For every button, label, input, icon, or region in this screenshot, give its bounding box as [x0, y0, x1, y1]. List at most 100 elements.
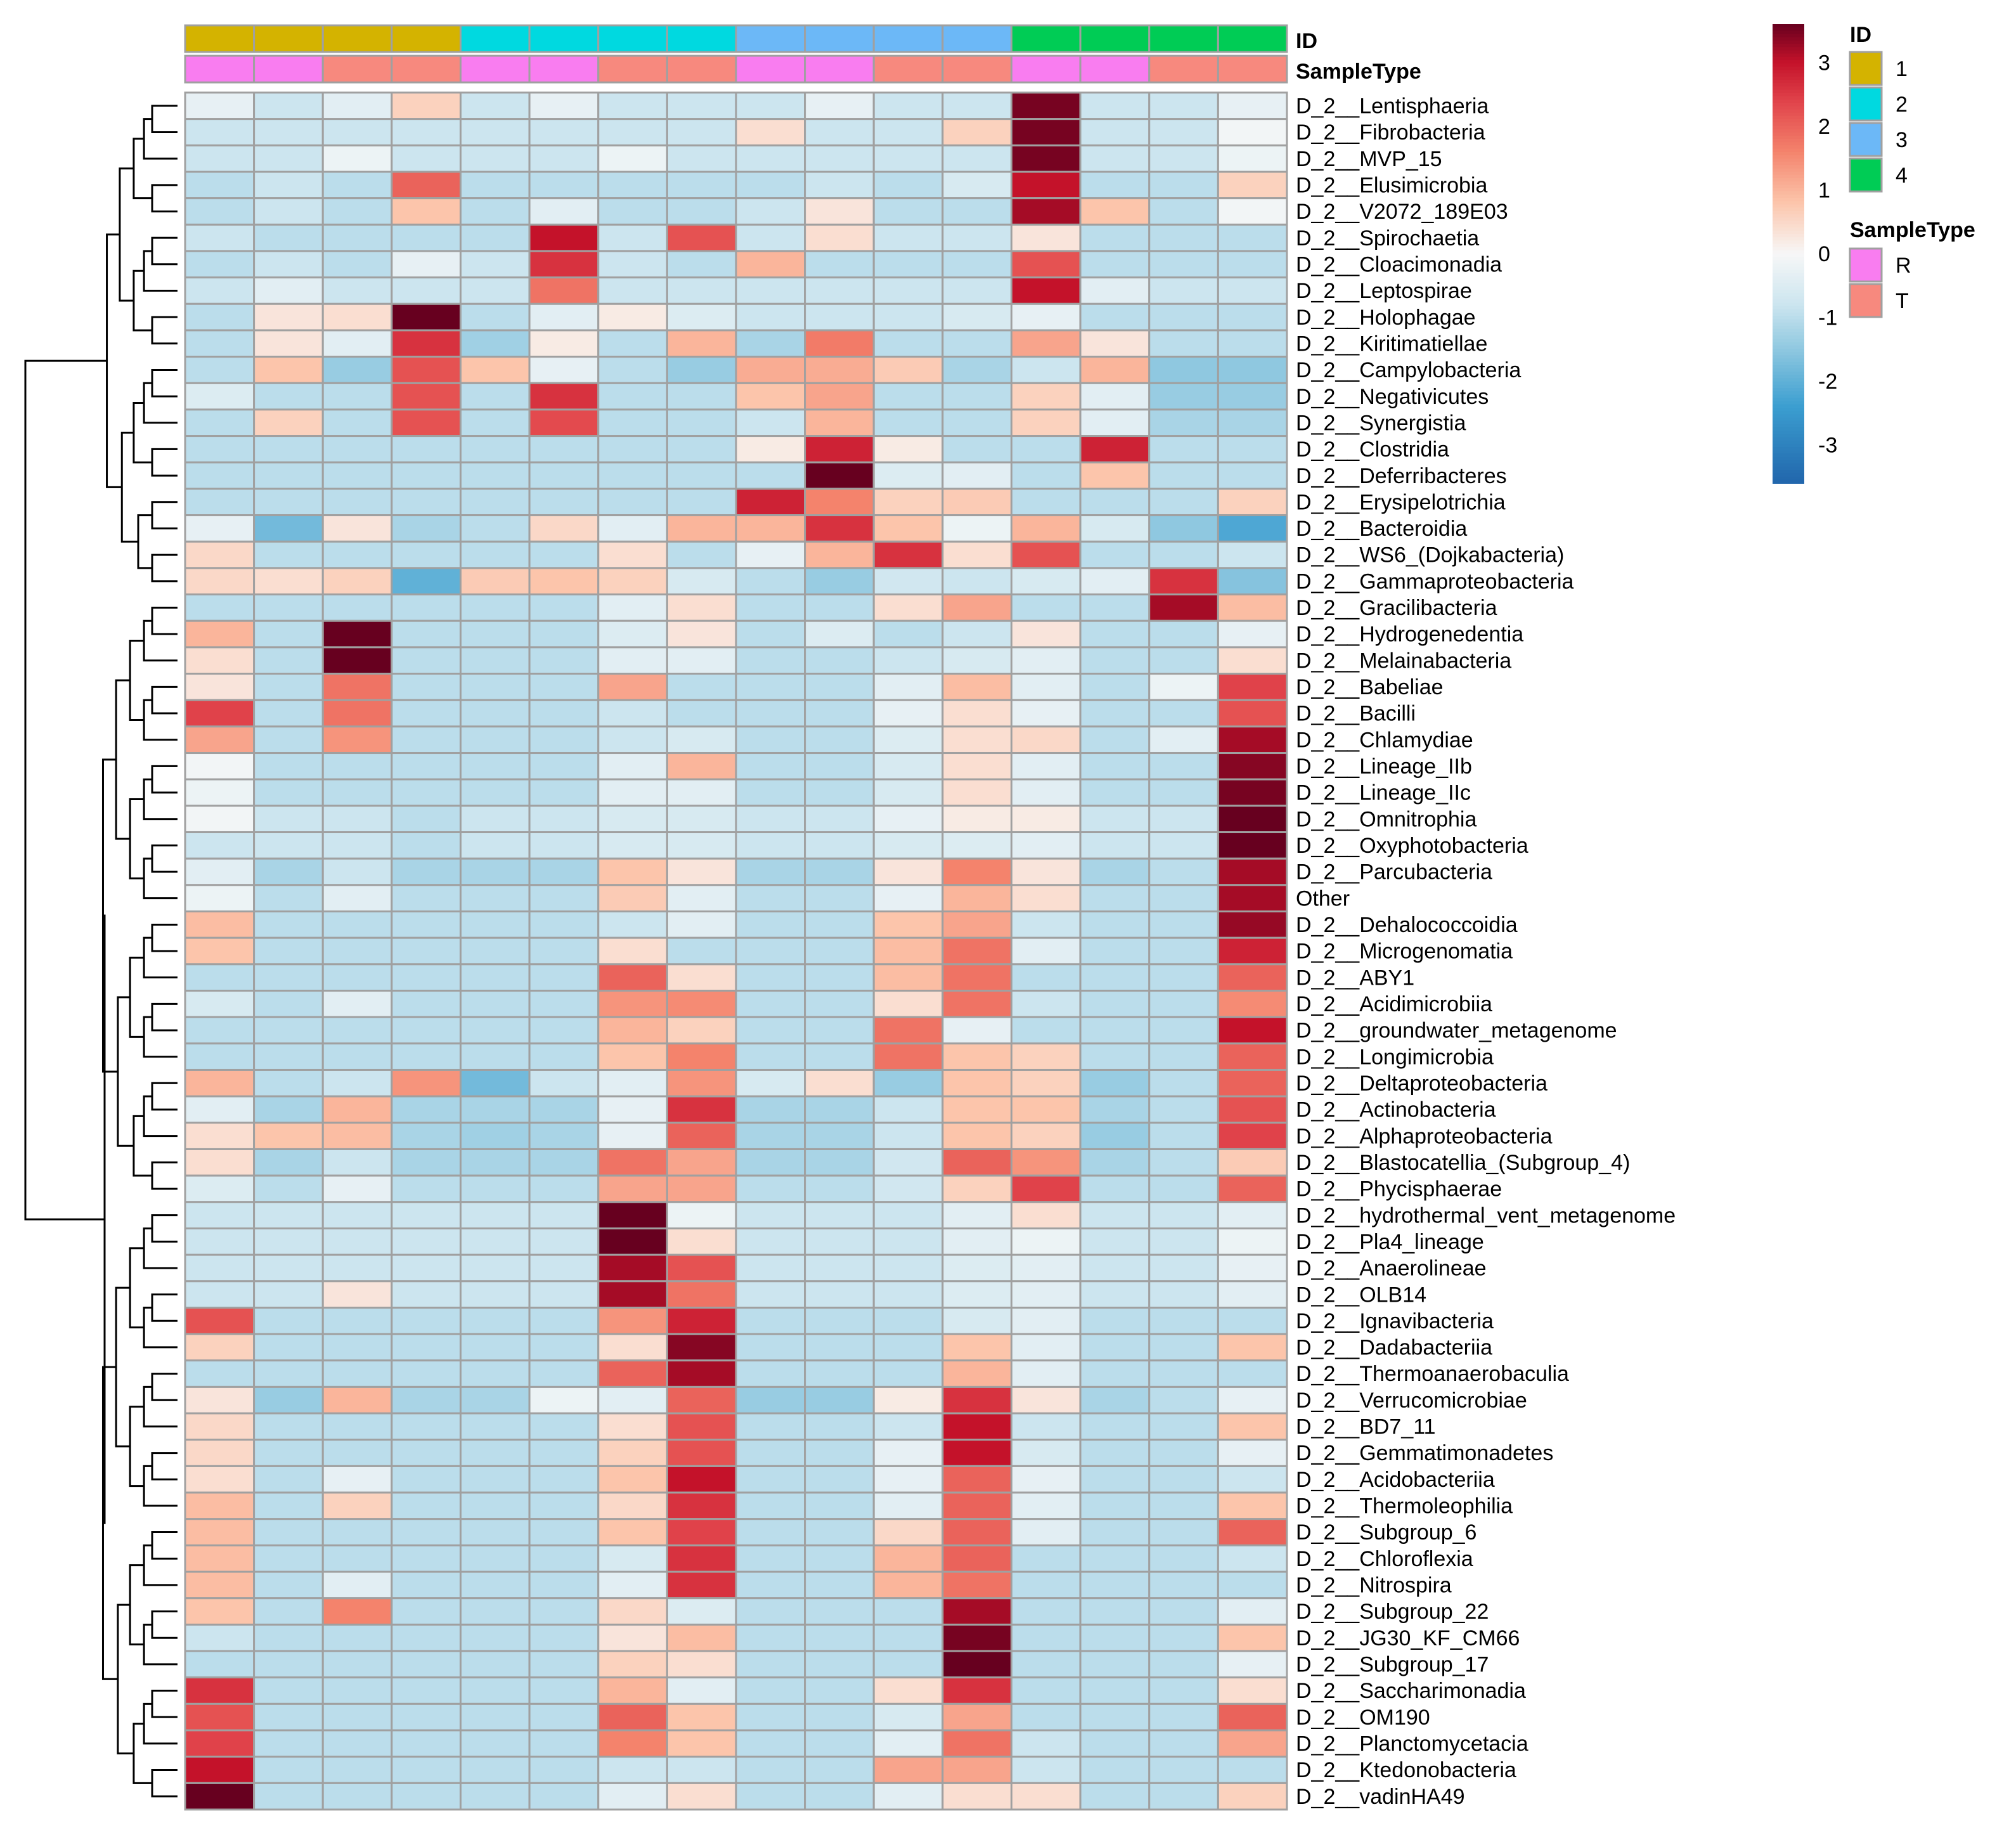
heatmap-cell: [735, 488, 806, 517]
heatmap-cell: [253, 223, 324, 252]
heatmap-cell: [735, 1518, 806, 1546]
heatmap-cell: [460, 1729, 531, 1758]
heatmap-cell: [1011, 1702, 1082, 1732]
colorbar-segment: [1773, 129, 1804, 133]
sampletype-track-cell: [666, 55, 737, 84]
heatmap-cell: [1079, 1068, 1151, 1098]
legend-label-sampletype: T: [1896, 289, 1909, 313]
heatmap-cell: [872, 91, 944, 120]
heatmap-cell: [735, 1491, 806, 1520]
heatmap-cell: [666, 831, 737, 860]
heatmap-cell: [597, 805, 668, 834]
heatmap-cell: [1148, 831, 1219, 860]
heatmap-cell: [941, 963, 1012, 992]
heatmap-cell: [321, 461, 393, 490]
colorbar-segment: [1773, 424, 1804, 429]
heatmap-cell: [1217, 276, 1288, 305]
heatmap-cell: [941, 461, 1012, 490]
colorbar-segment: [1773, 73, 1804, 77]
colorbar-segment: [1773, 132, 1804, 136]
heatmap-cell: [184, 805, 255, 834]
heatmap-cell: [941, 91, 1012, 120]
heatmap-cell: [460, 540, 531, 569]
heatmap-cell: [184, 1491, 255, 1520]
heatmap-cell: [872, 488, 944, 517]
heatmap-cell: [528, 91, 600, 120]
heatmap-cell: [872, 408, 944, 437]
row-label: D_2__Subgroup_6: [1296, 1520, 1476, 1545]
heatmap-cell: [391, 1676, 462, 1705]
heatmap-cell: [941, 118, 1012, 146]
row-label: D_2__OM190: [1296, 1706, 1430, 1730]
heatmap-cell: [1217, 699, 1288, 728]
heatmap-cell: [460, 223, 531, 252]
heatmap-cell: [666, 118, 737, 146]
heatmap-cell: [460, 989, 531, 1018]
heatmap-cell: [528, 1676, 600, 1705]
heatmap-cell: [597, 1385, 668, 1415]
heatmap-cell: [872, 1385, 944, 1415]
heatmap-cell: [1217, 567, 1288, 596]
heatmap-cell: [597, 857, 668, 886]
dendrogram-branch: [143, 1227, 178, 1269]
dendrogram-branch: [132, 1115, 152, 1177]
row-label: D_2__Cloacimonadia: [1296, 252, 1502, 276]
heatmap-cell: [460, 1333, 531, 1362]
heatmap-cell: [1079, 1016, 1151, 1045]
heatmap-cell: [253, 356, 324, 384]
heatmap-cell: [1011, 1676, 1082, 1705]
colorbar-segment: [1773, 313, 1804, 317]
heatmap-cell: [1011, 1465, 1082, 1494]
heatmap-cell: [528, 144, 600, 173]
heatmap-cell: [1148, 382, 1219, 411]
heatmap-cell: [804, 1016, 875, 1045]
heatmap-cell: [253, 1280, 324, 1309]
heatmap-cell: [804, 1306, 875, 1335]
row-label: D_2__vadinHA49: [1296, 1785, 1465, 1809]
heatmap-cell: [941, 144, 1012, 173]
heatmap-cell: [1148, 1676, 1219, 1705]
heatmap-cell: [253, 805, 324, 834]
heatmap-cell: [941, 752, 1012, 780]
row-label: D_2__Hydrogenedentia: [1296, 623, 1523, 647]
colorbar-segment: [1773, 221, 1804, 225]
heatmap-cell: [1011, 673, 1082, 701]
heatmap-cell: [391, 1518, 462, 1546]
sampletype-track-cell: [321, 55, 393, 84]
colorbar-segment: [1773, 34, 1804, 38]
heatmap-cell: [804, 725, 875, 755]
heatmap-cell: [460, 1095, 531, 1124]
heatmap-cell: [1011, 1623, 1082, 1652]
colorbar-segment: [1773, 217, 1804, 222]
colorbar-segment: [1773, 453, 1804, 458]
heatmap-cell: [460, 461, 531, 490]
heatmap-cell: [184, 1333, 255, 1362]
heatmap-cell: [666, 1095, 737, 1124]
sampletype-track-cell: [941, 55, 1012, 84]
heatmap-cell: [804, 1042, 875, 1071]
heatmap-cell: [1011, 356, 1082, 384]
heatmap-cell: [804, 1068, 875, 1098]
heatmap-cell: [872, 1174, 944, 1203]
heatmap-cell: [184, 593, 255, 622]
heatmap-cell: [735, 1201, 806, 1229]
id-track-cell: [253, 24, 324, 53]
row-label: D_2__Ktedonobacteria: [1296, 1758, 1516, 1782]
heatmap-cell: [1217, 805, 1288, 834]
heatmap-cell: [735, 831, 806, 860]
heatmap-cell: [528, 329, 600, 358]
heatmap-cell: [528, 1465, 600, 1494]
sampletype-track-cell: [184, 55, 255, 84]
heatmap-cell: [804, 1333, 875, 1362]
colorbar-segment: [1773, 358, 1804, 363]
heatmap-cell: [253, 1544, 324, 1573]
heatmap-cell: [1148, 910, 1219, 939]
heatmap-cell: [184, 197, 255, 226]
heatmap-cell: [597, 1465, 668, 1494]
heatmap-cell: [872, 171, 944, 200]
heatmap-cell: [804, 1122, 875, 1150]
heatmap-cell: [460, 1465, 531, 1494]
row-label: D_2__Thermoanaerobaculia: [1296, 1362, 1569, 1386]
heatmap-cell: [1148, 250, 1219, 279]
row-label: D_2__Deferribacteres: [1296, 464, 1507, 488]
